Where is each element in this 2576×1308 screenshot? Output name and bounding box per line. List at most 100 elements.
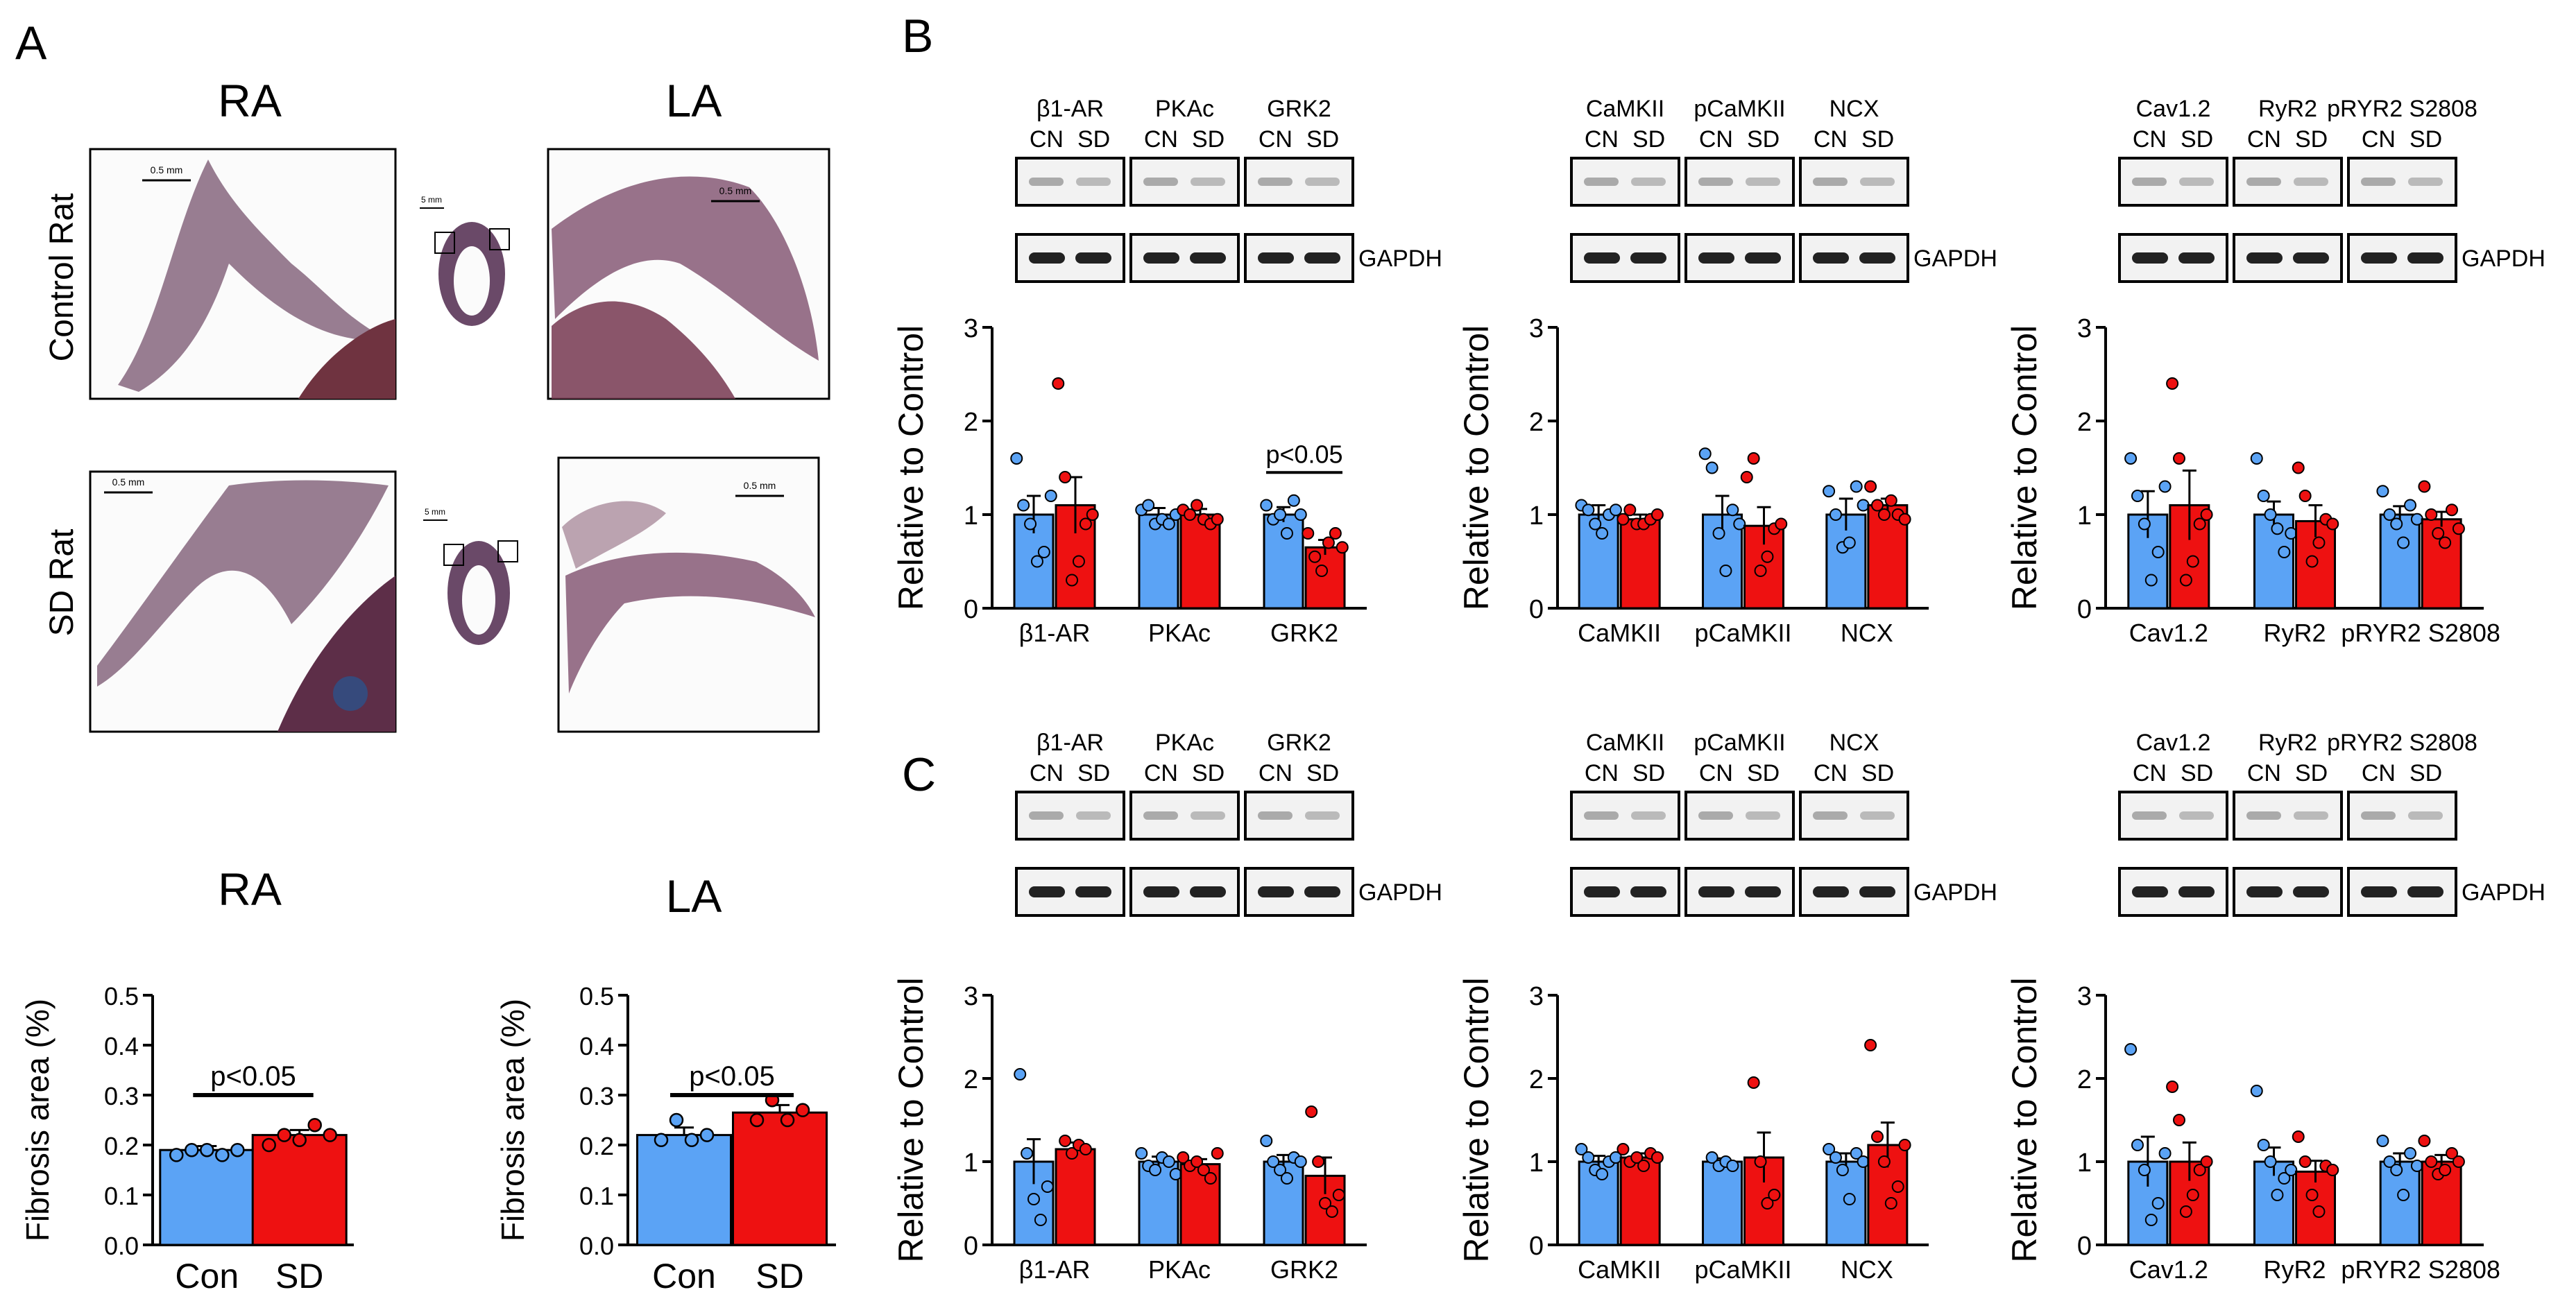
data-point <box>1142 499 1155 512</box>
blot-band <box>1029 811 1064 820</box>
panel-label-b: B <box>902 10 933 62</box>
blot-band <box>1076 811 1111 820</box>
data-point <box>1712 527 1725 540</box>
x-tick-label: Con <box>175 1257 239 1296</box>
data-point <box>1740 471 1753 483</box>
blot-cn-label: CN <box>1144 760 1178 786</box>
blot-band <box>2178 252 2215 264</box>
data-point <box>185 1142 199 1158</box>
y-tick-label: 1 <box>964 1148 978 1178</box>
blot-cn-label: CN <box>1259 126 1293 153</box>
chart-fibrosis-la: 0.0 0.1 0.2 0.3 0.4 0.5 Fibrosis area (%) LA Con… <box>495 870 836 1296</box>
data-point <box>1211 1147 1224 1160</box>
x-tick-label: NCX <box>1841 619 1893 647</box>
blot-gapdh-label: GAPDH <box>1358 879 1442 906</box>
data-point <box>2166 1081 2179 1093</box>
data-point <box>1079 517 1092 531</box>
y-tick-label: 0 <box>964 595 978 624</box>
data-point <box>1308 550 1322 563</box>
data-point <box>2452 522 2465 535</box>
data-point <box>1322 536 1335 549</box>
data-point <box>1017 499 1030 512</box>
blot-sd-label: SD <box>2409 126 2442 153</box>
y-tick-label: 0 <box>1529 595 1544 624</box>
y-tick-label: 0.0 <box>579 1232 614 1260</box>
y-tick-label: 3 <box>1529 314 1544 343</box>
data-point <box>1280 527 1293 540</box>
chart-b3: 0 1 2 3 Relative to Control Cav1.2 RyR2 pRYR2 S… <box>2005 314 2500 647</box>
data-point <box>2383 508 2396 521</box>
blot-band <box>1584 178 1619 186</box>
data-point <box>1336 541 1349 554</box>
y-tick-label: 2 <box>1529 1065 1544 1094</box>
data-point <box>1315 565 1329 577</box>
data-point <box>1705 1151 1718 1164</box>
data-point <box>1329 527 1342 540</box>
y-tick-label: 0.1 <box>104 1182 139 1210</box>
data-point <box>2425 508 2438 521</box>
data-point <box>2257 1139 2270 1151</box>
data-point <box>1014 1068 1027 1081</box>
blot-band <box>2361 252 2397 264</box>
blot-protein-label: Cav1.2 <box>2136 96 2211 122</box>
data-point <box>2124 452 2138 465</box>
data-point <box>1260 499 1273 512</box>
blot-protein-label: GRK2 <box>1267 730 1331 756</box>
data-point <box>2264 508 2277 521</box>
panel-a-row-control: Control Rat <box>44 193 80 362</box>
y-tick-label: 0.1 <box>579 1182 614 1210</box>
blot-protein-label: pRYR2 S2808 <box>2327 96 2477 122</box>
blot-protein-label: β1-AR <box>1037 96 1104 122</box>
blot-band <box>2246 811 2281 820</box>
data-point <box>2193 1164 2206 1176</box>
y-tick-label: 3 <box>964 314 978 343</box>
data-point <box>2452 1155 2465 1168</box>
blot-band <box>2179 178 2214 186</box>
blot-cn-label: CN <box>1144 126 1178 153</box>
data-point <box>2271 1189 2284 1201</box>
x-tick-label: SD <box>275 1257 323 1296</box>
bar <box>1702 1160 1743 1246</box>
blot-band <box>1860 178 1895 186</box>
data-point <box>1211 513 1224 526</box>
y-axis-label: Relative to Control <box>2005 325 2044 610</box>
bar <box>2253 513 2294 610</box>
data-point <box>1135 1147 1148 1160</box>
data-point <box>1719 565 1732 577</box>
scale-bar-label: 0.5 mm <box>744 480 776 491</box>
blot-band <box>2293 252 2329 264</box>
data-point <box>1864 480 1877 493</box>
blot-band <box>1190 252 1226 264</box>
data-point <box>1870 499 1884 512</box>
y-tick-label: 0.5 <box>104 982 139 1010</box>
bar <box>1055 1148 1096 1246</box>
data-point <box>2257 490 2270 502</box>
data-point <box>2312 536 2326 549</box>
blot-band <box>2179 811 2214 820</box>
panel-a-col-la: LA <box>666 75 722 126</box>
data-point <box>1030 555 1043 568</box>
data-point <box>1041 1180 1054 1193</box>
blot-band <box>2132 178 2167 186</box>
data-point <box>1582 1151 1595 1164</box>
data-point <box>2131 1139 2144 1151</box>
bar <box>251 1134 348 1246</box>
chart-b1: 0 1 2 3 Relative to Control β1-AR PKAc GRK2 p<0.… <box>892 314 1367 647</box>
blot-sd-label: SD <box>1747 760 1780 786</box>
data-point <box>2305 1189 2319 1201</box>
blot-band <box>1746 178 1780 186</box>
blot-sd-label: SD <box>1632 126 1665 153</box>
blot-band <box>1813 886 1849 897</box>
data-point <box>2151 546 2165 558</box>
blot-band <box>1075 252 1111 264</box>
blot-band <box>1698 178 1733 186</box>
blot-sd-label: SD <box>2181 126 2213 153</box>
data-point <box>1305 1105 1318 1118</box>
data-point <box>2285 1164 2298 1176</box>
y-axis-label: Fibrosis area (%) <box>495 999 531 1241</box>
data-point <box>669 1112 684 1128</box>
data-point <box>1823 1143 1836 1155</box>
histology-ra-control: 0.5 mm <box>89 148 397 400</box>
blot-c2: CaMKII CN SD pCaMKII CN SD NCX CN SD GAPDH <box>1570 730 1997 917</box>
data-point <box>2144 574 2158 587</box>
